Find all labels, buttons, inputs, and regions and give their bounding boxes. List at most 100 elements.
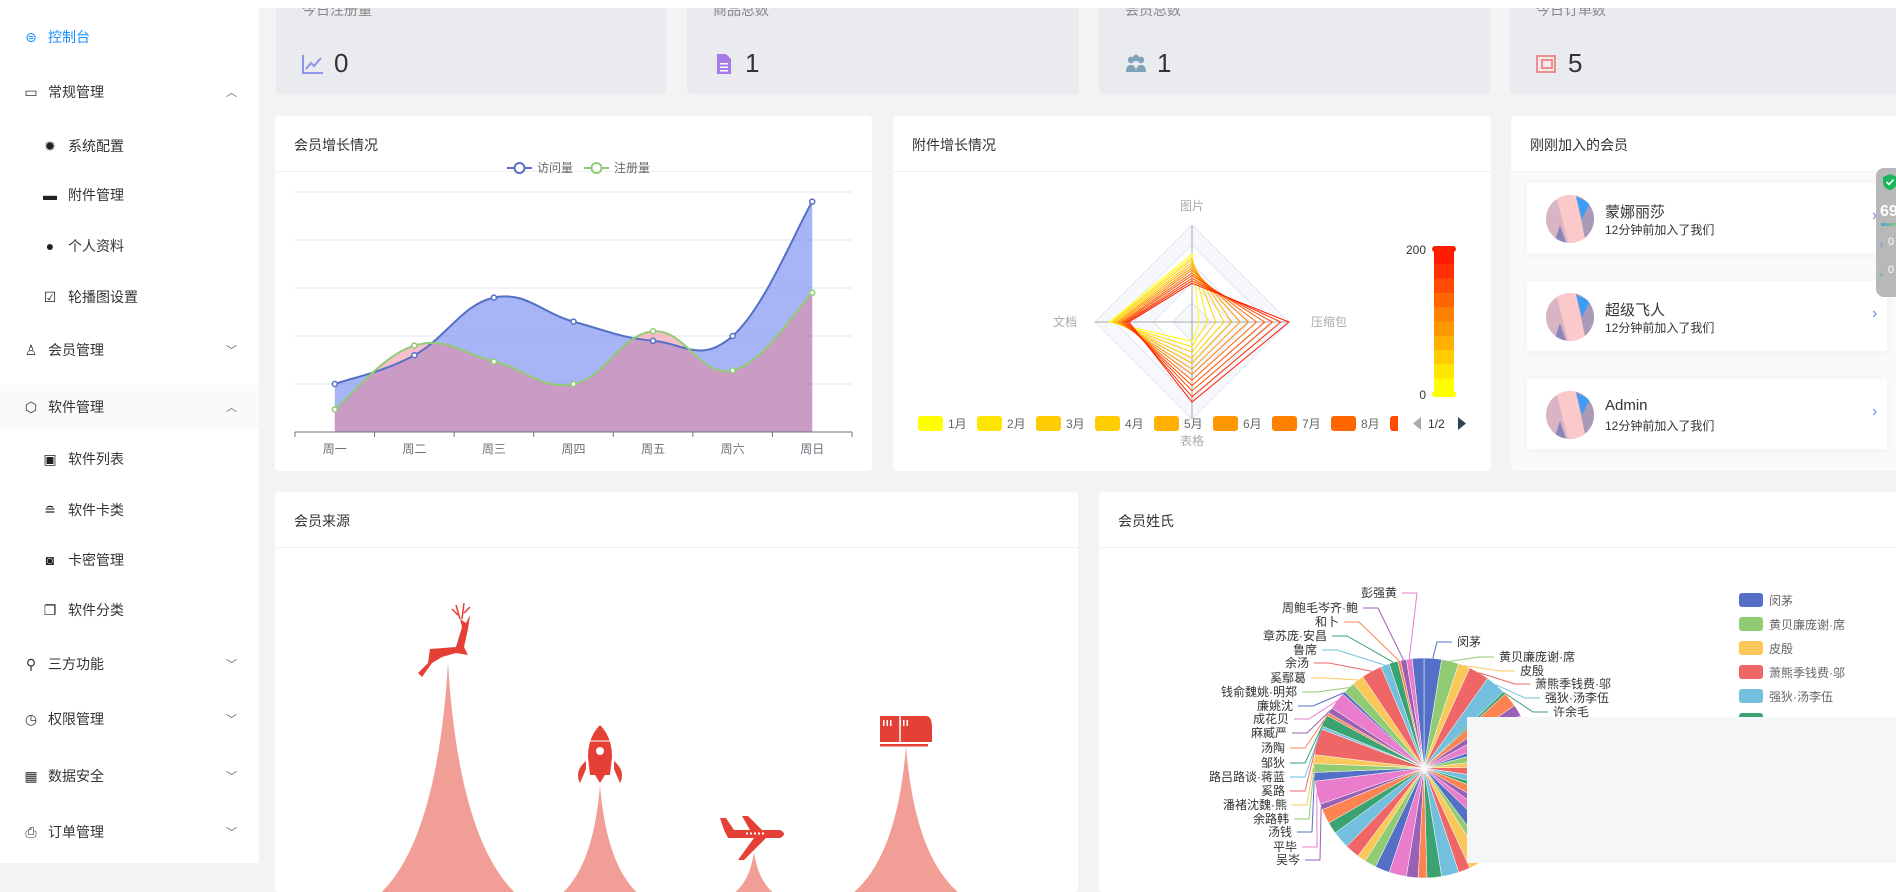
legend-item[interactable]: 注册量 xyxy=(584,160,650,175)
visual-map-handle-top[interactable] xyxy=(1432,246,1456,252)
sidebar-item[interactable]: ☑ 轮播图设置 xyxy=(0,275,259,319)
new-members-card: 刚刚加入的会员 蒙娜丽莎 12分钟前加入了我们 › 超级飞人 12分钟前加入了我们 › Ad… xyxy=(1511,116,1896,471)
chevron-right-icon[interactable]: › xyxy=(1872,207,1878,224)
chevron-down-icon[interactable]: ﹀ xyxy=(226,714,237,726)
legend-item[interactable]: 访问量 xyxy=(507,161,573,175)
legend-item[interactable]: 2月 xyxy=(977,416,1026,431)
radar-series-line[interactable] xyxy=(1110,256,1209,348)
legend-item[interactable]: 7月 xyxy=(1272,416,1321,431)
sidebar-item[interactable]: ⚲ 三方功能 ﹀ xyxy=(0,642,259,686)
data-point[interactable] xyxy=(331,406,339,413)
legend-item[interactable]: 皮殷 xyxy=(1739,641,1793,656)
legend-item[interactable]: 闵茅 xyxy=(1739,593,1793,608)
sidebar-item[interactable]: ◙ 卡密管理 xyxy=(0,538,259,582)
floating-network-widget[interactable]: 69 ↑ 0 ↓ 0 xyxy=(1876,168,1896,297)
sidebar-item[interactable]: ✹ 系统配置 xyxy=(0,124,259,168)
radar-indicator-label: 图片 xyxy=(1180,199,1204,213)
sidebar-item[interactable]: ▦ 数据安全 ﹀ xyxy=(0,754,259,798)
data-point[interactable] xyxy=(808,289,816,297)
chevron-right-icon[interactable]: › xyxy=(1872,305,1878,322)
stat-value: 1 xyxy=(1157,48,1172,78)
radar-series-line[interactable] xyxy=(1126,280,1282,398)
legend-prev-icon[interactable] xyxy=(1413,417,1421,430)
legend-item[interactable]: 5月 xyxy=(1154,416,1203,431)
pictorial-bar[interactable] xyxy=(718,852,790,892)
chevron-right-icon[interactable]: › xyxy=(1872,403,1878,420)
chevron-up-icon[interactable]: ︿ xyxy=(226,402,237,414)
pie-label: 平毕 xyxy=(1273,840,1297,854)
radar-series-line[interactable] xyxy=(1122,274,1266,387)
legend-next-icon[interactable] xyxy=(1458,417,1466,430)
data-point[interactable] xyxy=(570,380,577,388)
data-point[interactable] xyxy=(331,380,339,388)
plane-icon xyxy=(720,816,784,860)
data-point[interactable] xyxy=(729,367,736,374)
visual-map-handle-bottom[interactable] xyxy=(1432,391,1456,397)
pie-label-line xyxy=(1298,692,1344,707)
data-point[interactable] xyxy=(808,198,816,205)
avatar xyxy=(1546,391,1594,439)
legend-item[interactable]: 强狄·汤李伍 xyxy=(1739,689,1833,704)
data-point[interactable] xyxy=(649,327,657,335)
sidebar-item[interactable]: ▬ 附件管理 xyxy=(0,173,259,217)
radar-series-line[interactable] xyxy=(1111,258,1217,353)
legend-item[interactable]: 黄贝廉庞谢·席 xyxy=(1739,617,1845,632)
data-point[interactable] xyxy=(649,337,657,345)
sidebar-item[interactable]: ⎙ 订单管理 ﹀ xyxy=(0,810,259,854)
pictorial-bar[interactable] xyxy=(840,746,972,892)
chevron-down-icon[interactable]: ﹀ xyxy=(226,659,237,671)
folder-icon: ▬ xyxy=(43,187,57,203)
chevron-down-icon[interactable]: ﹀ xyxy=(226,827,237,839)
chevron-down-icon[interactable]: ﹀ xyxy=(226,771,237,783)
legend-item[interactable] xyxy=(1390,416,1415,431)
line-chart-icon xyxy=(302,55,323,74)
sidebar-item[interactable]: ⬡ 软件管理 ︿ xyxy=(0,385,259,429)
radar-series-line[interactable] xyxy=(1113,261,1225,359)
radar-series-line[interactable] xyxy=(1119,269,1249,376)
legend-item[interactable]: 3月 xyxy=(1036,416,1085,431)
x-tick-label: 周二 xyxy=(402,442,426,456)
sidebar-item-label: 软件管理 xyxy=(48,399,104,415)
chevron-up-icon[interactable]: ︿ xyxy=(226,87,237,99)
sidebar-item[interactable]: ❐ 软件分类 xyxy=(0,588,259,632)
legend-item[interactable]: 8月 xyxy=(1331,416,1380,431)
card-title: 附件增长情况 xyxy=(912,137,996,153)
radar-series-line[interactable] xyxy=(1128,282,1290,403)
legend-item[interactable]: 1月 xyxy=(918,416,967,431)
sidebar-item[interactable]: ⊜ 控制台 xyxy=(0,15,259,59)
x-tick-label: 周日 xyxy=(800,442,824,456)
x-tick-label: 周五 xyxy=(641,442,665,456)
radar-series-line[interactable] xyxy=(1108,253,1200,342)
radar-series-line[interactable] xyxy=(1124,277,1274,392)
legend-item[interactable]: 4月 xyxy=(1095,416,1144,431)
pie-slice[interactable] xyxy=(1411,657,1425,769)
legend-item[interactable]: 6月 xyxy=(1213,416,1262,431)
data-point[interactable] xyxy=(411,351,418,359)
data-point[interactable] xyxy=(411,342,418,349)
member-list-item[interactable]: 超级飞人 12分钟前加入了我们 › xyxy=(1526,280,1888,352)
member-list-item[interactable]: 蒙娜丽莎 12分钟前加入了我们 › xyxy=(1526,182,1888,254)
radar-series-line[interactable] xyxy=(1117,267,1241,370)
pictorial-bar[interactable] xyxy=(550,785,650,892)
sidebar-item[interactable]: ▭ 常规管理 ︿ xyxy=(0,70,259,114)
pie-label-line xyxy=(1292,759,1315,806)
radar-series-line[interactable] xyxy=(1115,264,1233,364)
data-point[interactable] xyxy=(490,358,498,365)
stat-label: 商品总数 xyxy=(713,8,769,18)
sidebar-item[interactable]: ● 个人资料 xyxy=(0,224,259,268)
sidebar-item[interactable]: ▣ 软件列表 xyxy=(0,437,259,481)
radar-series-line[interactable] xyxy=(1121,272,1258,381)
member-list-item[interactable]: Admin 12分钟前加入了我们 › xyxy=(1526,378,1888,450)
chevron-down-icon[interactable]: ﹀ xyxy=(226,345,237,357)
data-point[interactable] xyxy=(490,294,498,301)
card-key-icon: ◙ xyxy=(45,552,55,568)
data-point[interactable] xyxy=(729,332,736,340)
sidebar-item-label: 卡密管理 xyxy=(68,552,124,568)
legend-item[interactable]: 萧熊季钱费·邬 xyxy=(1739,665,1845,680)
pie-label-line xyxy=(1314,662,1372,672)
data-point[interactable] xyxy=(570,318,577,325)
sidebar-item[interactable]: ♙ 会员管理 ﹀ xyxy=(0,328,259,372)
sidebar-item[interactable]: ◷ 权限管理 ﹀ xyxy=(0,697,259,741)
pictorial-bar[interactable] xyxy=(370,663,526,892)
sidebar-item[interactable]: ≘ 软件卡类 xyxy=(0,488,259,532)
